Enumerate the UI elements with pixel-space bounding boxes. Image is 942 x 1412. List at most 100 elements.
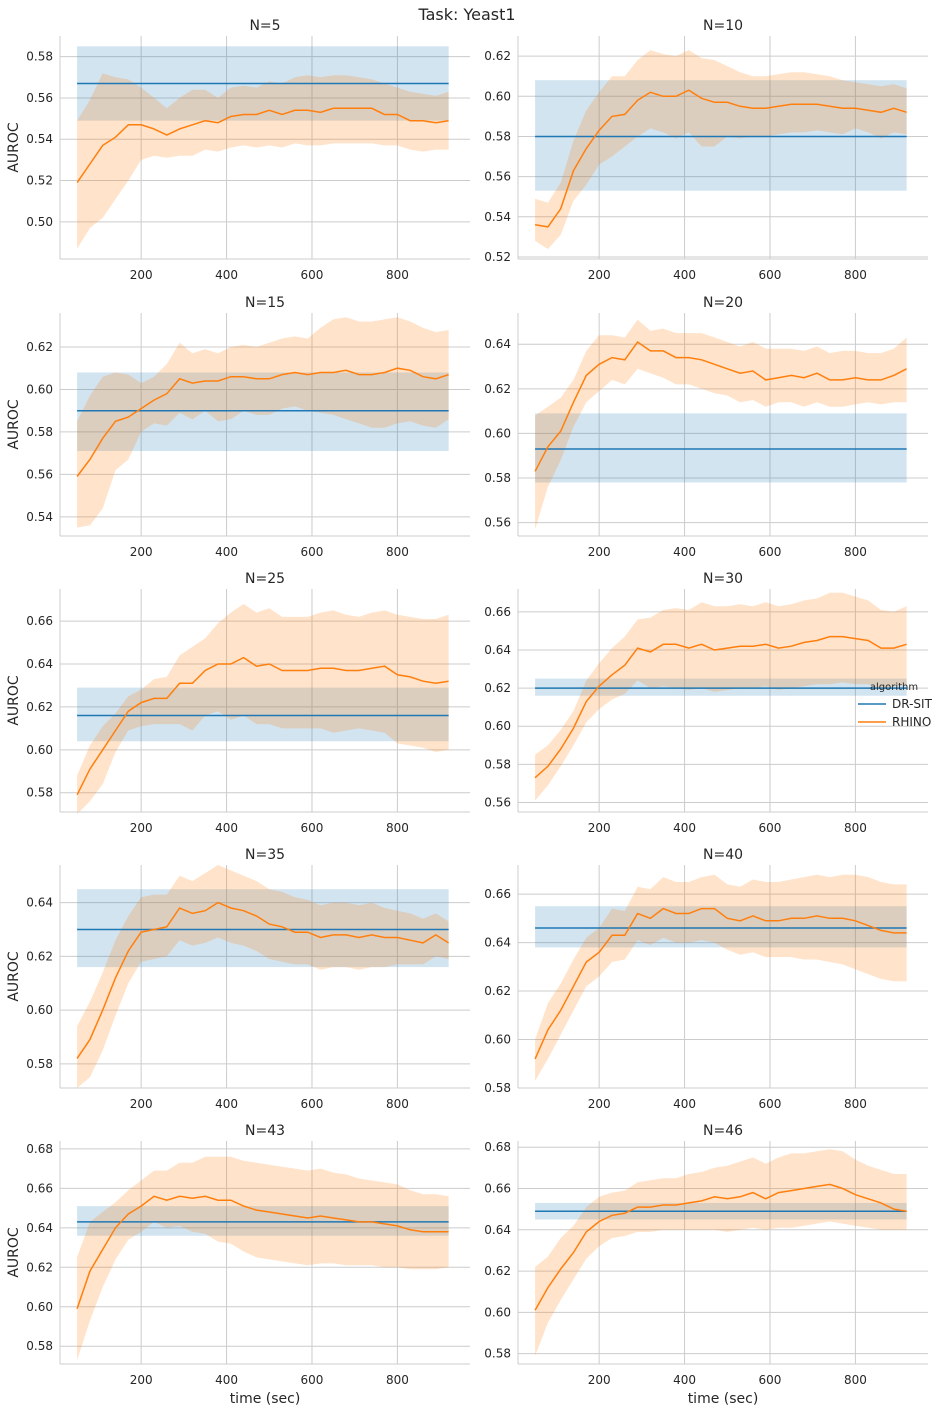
x-tick-label: 600 <box>301 821 324 835</box>
y-tick-label: 0.56 <box>26 467 53 481</box>
x-tick-label: 400 <box>673 821 696 835</box>
rhino-band <box>535 874 907 1081</box>
figure-suptitle: Task: Yeast1 <box>417 5 515 24</box>
panel-title: N=40 <box>703 847 743 863</box>
x-tick-label: 200 <box>588 268 611 282</box>
panel-n-35: 200 400 600 800 0.58 0.60 0.62 0.64 N=35 AUROC <box>6 847 470 1111</box>
y-tick-label: 0.58 <box>484 1347 511 1361</box>
y-tick-label: 0.56 <box>484 170 511 184</box>
x-tick-label: 800 <box>386 268 409 282</box>
y-tick-label: 0.50 <box>26 215 53 229</box>
y-tick-label: 0.58 <box>26 425 53 439</box>
rhino-line <box>76 367 449 477</box>
rhino-line <box>76 901 449 1059</box>
rhino-band <box>77 865 449 1088</box>
rhino-line <box>76 1195 449 1309</box>
y-tick-label: 0.56 <box>484 516 511 530</box>
x-tick-label: 400 <box>215 545 238 559</box>
panel-n-25: 200 400 600 800 0.58 0.60 0.62 0.64 0.66 N=25 AURO… <box>6 571 470 835</box>
rhino-band <box>535 1149 907 1356</box>
y-axis-label: AUROC <box>6 399 22 450</box>
y-tick-label: 0.58 <box>484 757 511 771</box>
x-tick-label: 600 <box>301 1097 324 1111</box>
y-tick-label: 0.54 <box>484 210 511 224</box>
panel-title: N=5 <box>249 18 280 34</box>
y-tick-label: 0.58 <box>484 471 511 485</box>
panel-n-43: 200 400 600 800 0.58 0.60 0.62 0.64 0.66 0.68 N=43… <box>6 1123 470 1407</box>
x-tick-label: 600 <box>759 1097 782 1111</box>
panel-n-15: 200 400 600 800 0.54 0.56 0.58 0.60 0.62 N=15 AURO… <box>6 295 470 559</box>
x-tick-label: 600 <box>759 1373 782 1387</box>
legend-title: algorithm <box>870 682 918 693</box>
y-tick-label: 0.60 <box>484 1305 511 1319</box>
y-tick-label: 0.56 <box>26 91 53 105</box>
x-tick-label: 600 <box>301 1373 324 1387</box>
y-tick-label: 0.62 <box>484 382 511 396</box>
panel-title: N=30 <box>703 571 743 587</box>
legend-label-dr-sit: DR-SIT <box>892 697 933 711</box>
y-tick-label: 0.66 <box>484 887 511 901</box>
x-tick-label: 400 <box>215 1373 238 1387</box>
rhino-band <box>535 592 907 801</box>
x-tick-label: 200 <box>130 545 153 559</box>
rhino-band <box>77 1156 449 1361</box>
y-tick-label: 0.64 <box>484 1223 511 1237</box>
panel-n-40: 200 400 600 800 0.58 0.60 0.62 0.64 0.66 N=40 <box>484 847 928 1111</box>
panel-title: N=15 <box>245 295 285 311</box>
panel-title: N=20 <box>703 295 743 311</box>
y-tick-label: 0.64 <box>26 1221 53 1235</box>
panel-title: N=10 <box>703 18 743 34</box>
dr-sit-band <box>535 80 907 191</box>
dr-sit-band <box>535 678 907 696</box>
rhino-band <box>77 73 449 249</box>
rhino-band <box>535 319 907 530</box>
y-tick-label: 0.66 <box>26 614 53 628</box>
x-tick-label: 200 <box>130 268 153 282</box>
y-tick-label: 0.64 <box>484 936 511 950</box>
legend-label-rhino: RHINO <box>892 715 931 729</box>
rhino-line <box>534 340 907 472</box>
legend: algorithm DR-SIT RHINO <box>858 682 933 729</box>
y-tick-label: 0.58 <box>26 50 53 64</box>
y-tick-label: 0.60 <box>26 1300 53 1314</box>
x-tick-label: 600 <box>301 268 324 282</box>
y-axis-label: AUROC <box>6 675 22 726</box>
y-tick-label: 0.58 <box>484 129 511 143</box>
x-tick-label: 400 <box>673 268 696 282</box>
y-tick-label: 0.62 <box>484 1264 511 1278</box>
x-tick-label: 800 <box>844 1373 867 1387</box>
y-tick-label: 0.60 <box>26 1003 53 1017</box>
y-tick-label: 0.58 <box>26 1057 53 1071</box>
x-tick-label: 800 <box>386 821 409 835</box>
x-tick-label: 200 <box>588 1097 611 1111</box>
y-tick-label: 0.66 <box>484 605 511 619</box>
panels-group: 200 400 600 800 0.50 0.52 0.54 0.56 0.58 N=5 AUROC… <box>6 18 928 1407</box>
y-tick-label: 0.66 <box>26 1181 53 1195</box>
y-tick-label: 0.60 <box>484 426 511 440</box>
y-tick-label: 0.62 <box>484 984 511 998</box>
x-tick-label: 200 <box>130 1373 153 1387</box>
y-tick-label: 0.54 <box>26 132 53 146</box>
y-tick-label: 0.62 <box>484 49 511 63</box>
y-tick-label: 0.64 <box>26 657 53 671</box>
panel-n-5: 200 400 600 800 0.50 0.52 0.54 0.56 0.58 N=5 AUROC <box>6 18 470 282</box>
dr-sit-band <box>77 372 449 452</box>
x-tick-label: 200 <box>130 821 153 835</box>
panel-n-20: 200 400 600 800 0.56 0.58 0.60 0.62 0.64 N=20 <box>484 295 928 559</box>
x-tick-label: 400 <box>673 1373 696 1387</box>
x-tick-label: 800 <box>844 1097 867 1111</box>
panel-n-30: 200 400 600 800 0.56 0.58 0.60 0.62 0.64 0.66 N=30 <box>484 571 928 835</box>
y-axis-label: AUROC <box>6 951 22 1002</box>
y-tick-label: 0.52 <box>484 250 511 264</box>
rhino-band <box>77 317 449 528</box>
x-tick-label: 600 <box>759 821 782 835</box>
y-tick-label: 0.64 <box>484 643 511 657</box>
x-axis-label: time (sec) <box>688 1391 759 1407</box>
x-tick-label: 600 <box>759 268 782 282</box>
rhino-band <box>535 50 907 249</box>
y-tick-label: 0.58 <box>484 1081 511 1095</box>
panel-title: N=46 <box>703 1123 743 1139</box>
y-tick-label: 0.58 <box>26 786 53 800</box>
y-tick-label: 0.64 <box>26 896 53 910</box>
y-tick-label: 0.68 <box>26 1142 53 1156</box>
